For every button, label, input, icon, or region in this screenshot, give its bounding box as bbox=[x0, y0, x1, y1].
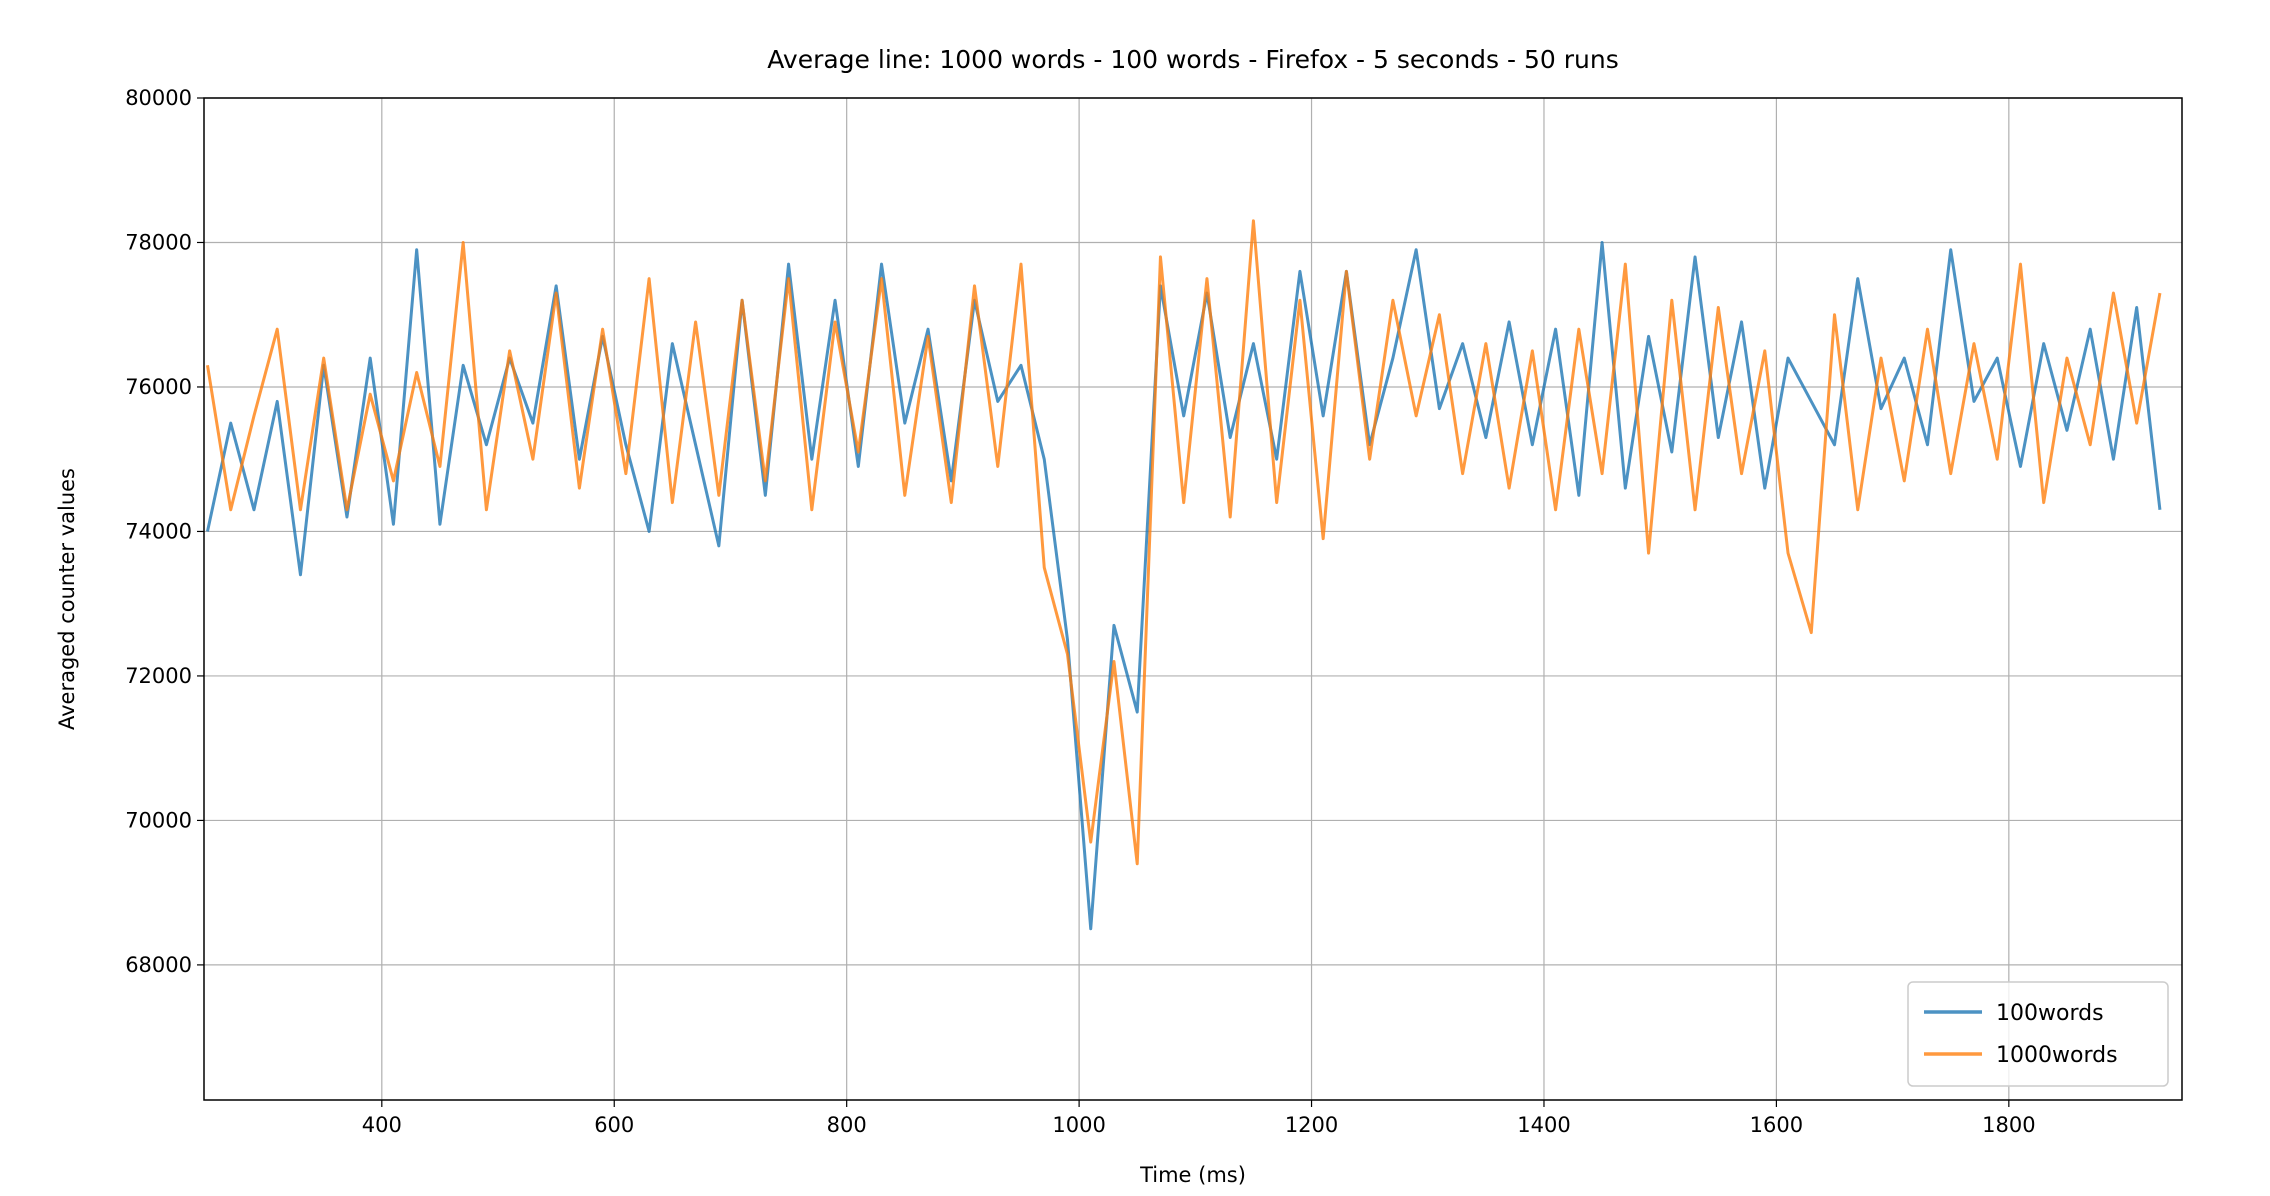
y-tick-label: 80000 bbox=[125, 86, 192, 110]
y-tick-label: 76000 bbox=[125, 375, 192, 399]
x-tick-label: 800 bbox=[827, 1113, 867, 1137]
y-tick-label: 74000 bbox=[125, 519, 192, 543]
legend-label: 100words bbox=[1996, 1001, 2104, 1026]
data-line bbox=[206, 240, 2162, 931]
legend-label: 1000words bbox=[1996, 1043, 2118, 1068]
plot-frame bbox=[203, 97, 2183, 1101]
x-tick-label: 400 bbox=[362, 1113, 402, 1137]
x-axis-label: Time (ms) bbox=[1139, 1163, 1246, 1187]
x-tick-label: 1600 bbox=[1750, 1113, 1803, 1137]
x-tick-label: 1400 bbox=[1517, 1113, 1570, 1137]
legend-box bbox=[1907, 981, 2169, 1087]
x-tick-label: 1800 bbox=[1982, 1113, 2035, 1137]
y-tick-label: 78000 bbox=[125, 230, 192, 254]
y-tick-label: 70000 bbox=[125, 808, 192, 832]
x-tick-label: 1200 bbox=[1285, 1113, 1338, 1137]
chart-title: Average line: 1000 words - 100 words - F… bbox=[767, 45, 1618, 74]
y-axis-label: Averaged counter values bbox=[55, 468, 79, 730]
x-tick-label: 1000 bbox=[1052, 1113, 1105, 1137]
data-line bbox=[206, 219, 2162, 866]
y-tick-label: 72000 bbox=[125, 664, 192, 688]
x-tick-label: 600 bbox=[594, 1113, 634, 1137]
y-tick-label: 68000 bbox=[125, 953, 192, 977]
